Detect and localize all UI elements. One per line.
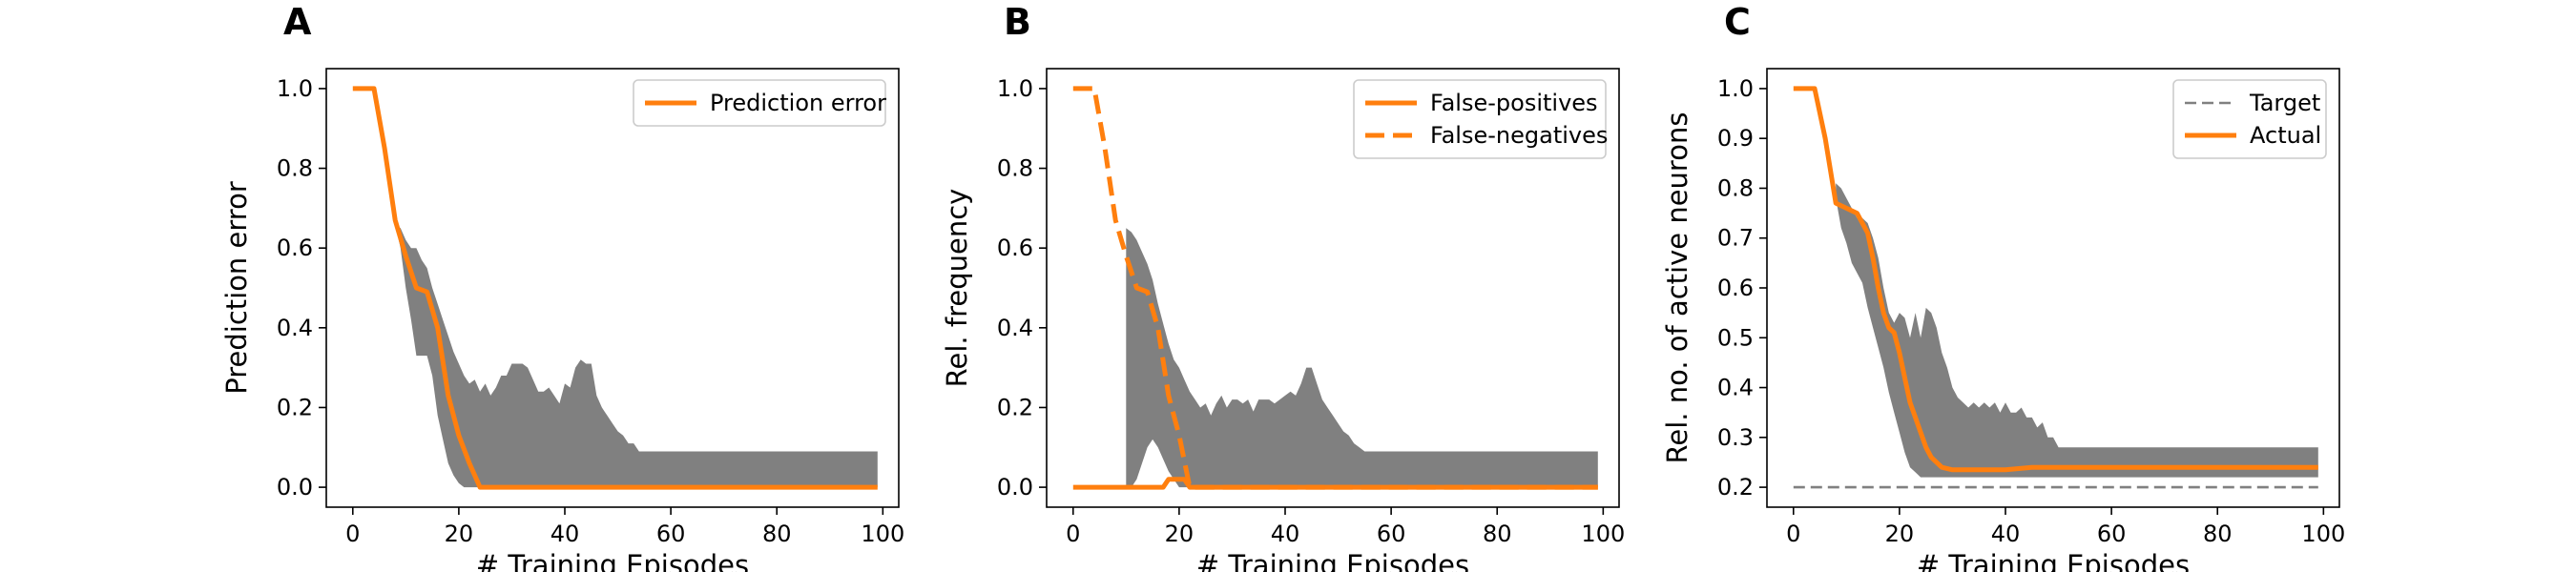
x-tick-label: 0 — [1786, 521, 1800, 547]
x-tick-label: 100 — [1581, 521, 1625, 547]
x-tick-label: 100 — [2301, 521, 2345, 547]
x-tick-label: 40 — [1991, 521, 2021, 547]
confidence-band — [395, 224, 878, 488]
x-tick-label: 80 — [2203, 521, 2233, 547]
legend-label: Target — [2249, 90, 2320, 116]
y-axis-label: Rel. frequency — [941, 189, 973, 388]
panel-letter: C — [1724, 1, 1751, 43]
y-tick-label: 0.8 — [997, 155, 1033, 182]
y-tick-label: 0.0 — [997, 474, 1033, 500]
panel-b: B 0 20 40 60 80 100 0.0 0.2 0.4 0.6 0.8 1.0 # Trainin… — [941, 1, 1625, 572]
legend-label: False-positives — [1430, 90, 1598, 116]
x-axis-label: # Training Episodes — [1196, 549, 1469, 572]
legend-box — [633, 79, 886, 127]
y-axis-label: Prediction error — [220, 181, 253, 395]
x-tick-label: 100 — [861, 521, 904, 547]
x-tick-label: 20 — [445, 521, 474, 547]
panel-c: C 0 20 40 60 80 100 0.2 0.3 0.4 0.5 0.6 0.7 0.8 0.9 1.0… — [1661, 1, 2345, 572]
confidence-band — [1126, 228, 1598, 488]
y-tick-label: 0.9 — [1717, 125, 1754, 152]
panel-a: A 0 20 40 60 80 100 0.0 0.2 0.4 0.6 0.8 1.0 # Trainin… — [220, 1, 904, 572]
series-line-prediction-error — [352, 86, 878, 490]
x-tick-label: 40 — [551, 521, 580, 547]
legend-label: False-negatives — [1430, 122, 1608, 149]
y-tick-label: 0.0 — [277, 474, 313, 500]
legend-label: Prediction error — [710, 90, 886, 116]
series-line-false-negatives — [1072, 86, 1598, 490]
y-tick-label: 1.0 — [277, 75, 313, 102]
y-axis-label: Rel. no. of active neurons — [1661, 112, 1693, 464]
y-tick-label: 0.2 — [277, 394, 313, 420]
x-tick-label: 60 — [1377, 521, 1406, 547]
x-tick-label: 20 — [1165, 521, 1195, 547]
y-tick-label: 0.3 — [1717, 424, 1754, 451]
axes-frame — [1046, 68, 1620, 508]
y-tick-label: 1.0 — [997, 75, 1033, 102]
y-tick-label: 0.8 — [1717, 174, 1754, 201]
confidence-band — [1836, 183, 2318, 478]
panel-letter: A — [283, 1, 312, 43]
y-tick-label: 0.7 — [1717, 225, 1754, 252]
y-tick-label: 0.6 — [997, 235, 1033, 261]
x-tick-label: 80 — [762, 521, 792, 547]
legend-box — [1353, 79, 1607, 159]
legend: False-positives False-negatives — [1353, 79, 1608, 159]
x-tick-label: 0 — [345, 521, 360, 547]
panel-letter: B — [1004, 1, 1031, 43]
x-tick-label: 60 — [2097, 521, 2127, 547]
y-tick-label: 0.2 — [1717, 474, 1754, 500]
legend-box — [2172, 79, 2327, 159]
y-tick-label: 1.0 — [1717, 75, 1754, 102]
series-line-actual — [1793, 86, 2318, 473]
legend: Prediction error — [633, 79, 886, 127]
axes-frame — [325, 68, 900, 508]
x-axis-label: # Training Episodes — [476, 549, 749, 572]
y-tick-label: 0.4 — [997, 315, 1033, 341]
y-tick-label: 0.2 — [997, 394, 1033, 420]
y-tick-label: 0.6 — [1717, 275, 1754, 301]
x-tick-label: 40 — [1271, 521, 1300, 547]
y-tick-label: 0.8 — [277, 155, 313, 182]
legend-label: Actual — [2250, 122, 2321, 149]
legend: Target Actual — [2172, 79, 2327, 159]
y-tick-label: 0.6 — [277, 235, 313, 261]
x-tick-label: 60 — [656, 521, 686, 547]
x-axis-label: # Training Episodes — [1917, 549, 2190, 572]
y-tick-label: 0.5 — [1717, 324, 1754, 351]
y-tick-label: 0.4 — [1717, 375, 1754, 401]
x-tick-label: 0 — [1066, 521, 1080, 547]
x-tick-label: 80 — [1483, 521, 1512, 547]
y-tick-label: 0.4 — [277, 315, 313, 341]
x-tick-label: 20 — [1885, 521, 1915, 547]
